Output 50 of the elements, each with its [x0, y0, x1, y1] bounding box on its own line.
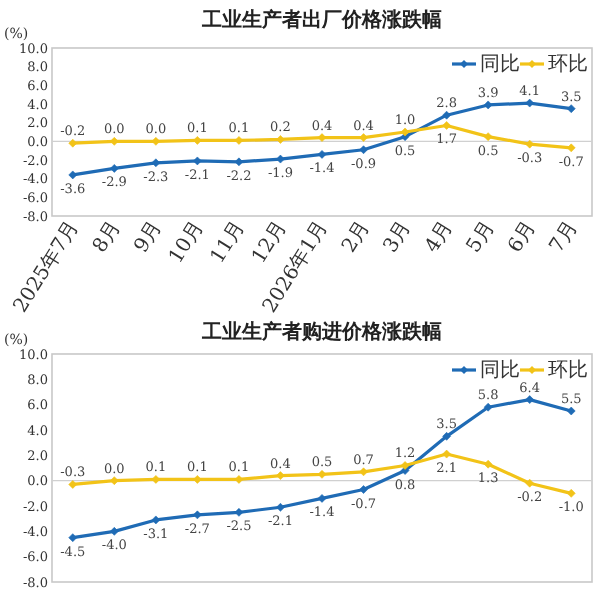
point [359, 485, 368, 494]
x-tick-label: 11月 [207, 217, 251, 268]
point [110, 527, 119, 536]
point [317, 150, 327, 159]
point [359, 145, 368, 155]
point [483, 459, 493, 469]
x-tick-label: 12月 [248, 217, 292, 268]
legend-label: 同比 [480, 358, 520, 382]
point [442, 110, 451, 120]
point [68, 480, 78, 489]
point [276, 471, 285, 480]
point [483, 402, 493, 412]
point [442, 432, 451, 441]
point [525, 395, 534, 404]
point [359, 133, 368, 142]
legend-label: 同比 [480, 52, 520, 76]
x-tick-label: 6月 [504, 217, 541, 257]
point [525, 139, 534, 149]
x-tick-label: 2月 [338, 217, 375, 257]
point [193, 510, 202, 520]
point [566, 104, 576, 113]
point [68, 533, 78, 542]
x-tick-label: 4月 [421, 217, 458, 257]
point [566, 489, 576, 498]
point [400, 461, 410, 470]
point [483, 132, 493, 141]
point [442, 121, 451, 130]
x-tick-label: 3月 [380, 217, 417, 257]
point [110, 164, 119, 173]
point [359, 467, 368, 477]
chart-title: 工业生产者购进价格涨跌幅 [200, 320, 442, 344]
point [276, 502, 285, 512]
x-tick-label: 5月 [463, 217, 500, 257]
point [566, 406, 576, 416]
x-tick-label: 10月 [165, 217, 209, 268]
x-tick-label: 7月 [546, 217, 583, 257]
x-tick-label: 9月 [130, 217, 167, 257]
point [525, 478, 534, 488]
point [442, 449, 451, 459]
point [193, 156, 202, 166]
x-tick-label: 8月 [89, 217, 126, 257]
legend-label: 环比 [548, 358, 588, 382]
point [68, 170, 78, 180]
point [483, 100, 493, 110]
point [276, 135, 285, 144]
point [317, 494, 327, 503]
point [525, 98, 534, 108]
chart-title: 工业生产者出厂价格涨跌幅 [200, 8, 442, 32]
point [276, 154, 285, 164]
legend-label: 环比 [548, 52, 588, 76]
